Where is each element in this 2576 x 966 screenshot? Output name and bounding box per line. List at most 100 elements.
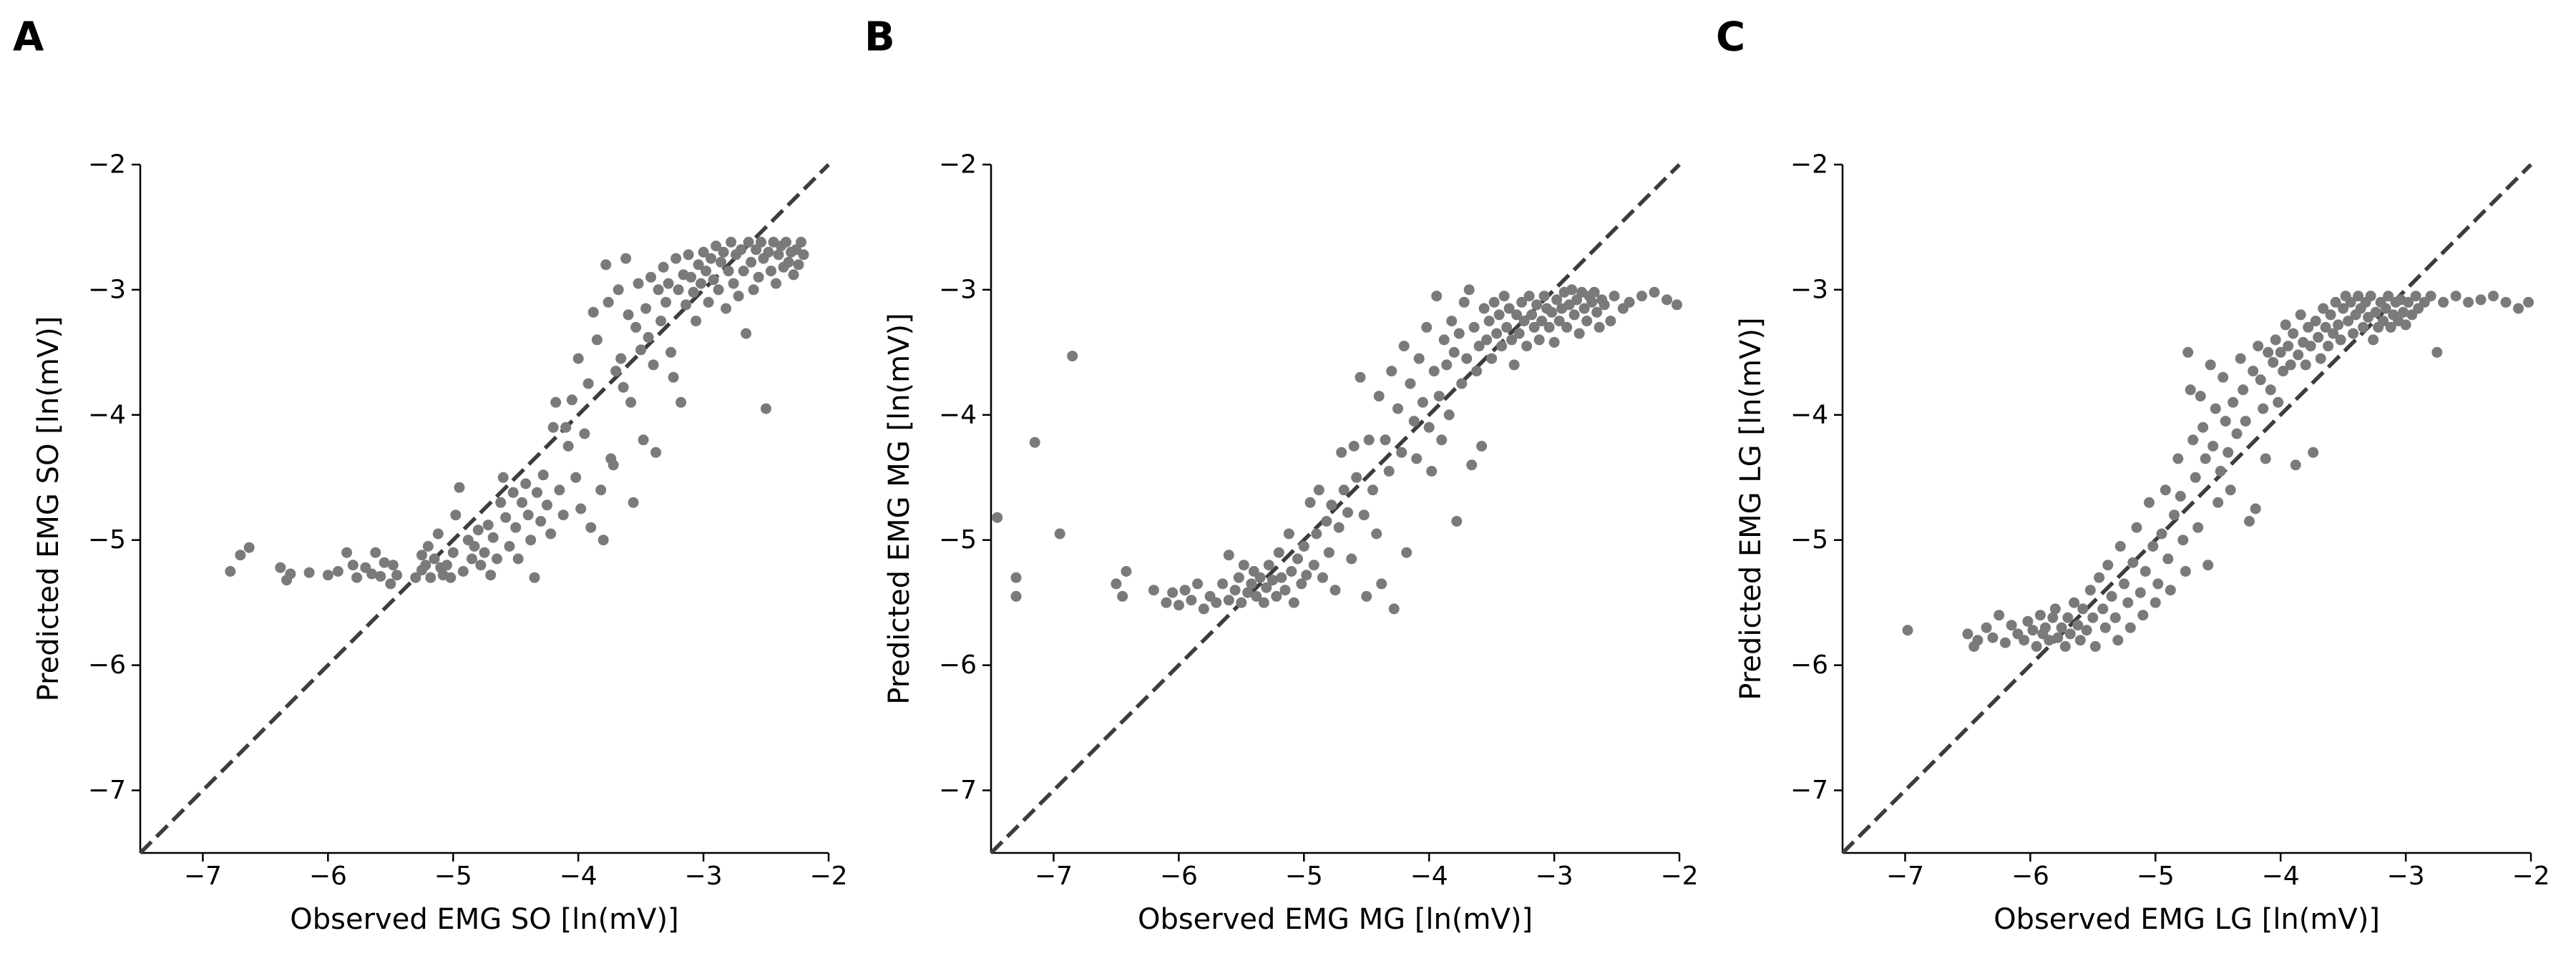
data-point bbox=[512, 553, 524, 565]
data-point bbox=[529, 572, 540, 583]
data-point bbox=[738, 265, 749, 277]
data-point bbox=[2077, 603, 2089, 615]
data-point bbox=[2202, 560, 2214, 571]
data-point bbox=[2488, 291, 2499, 302]
data-point bbox=[1417, 396, 1428, 408]
data-point bbox=[653, 284, 664, 296]
data-point bbox=[2300, 359, 2311, 371]
data-point bbox=[1267, 575, 1278, 586]
data-point bbox=[535, 516, 547, 527]
data-point bbox=[798, 249, 809, 260]
data-point bbox=[504, 541, 515, 552]
data-point bbox=[796, 236, 806, 248]
data-point bbox=[2131, 522, 2142, 533]
panel-letter: C bbox=[1716, 14, 1745, 61]
data-point bbox=[2172, 453, 2184, 464]
x-tick-label: −6 bbox=[309, 862, 347, 891]
data-point bbox=[630, 321, 642, 333]
data-point bbox=[1411, 453, 1423, 464]
data-point bbox=[507, 487, 519, 498]
data-point bbox=[2064, 628, 2076, 640]
data-point bbox=[2398, 306, 2409, 318]
data-point bbox=[1553, 316, 1565, 327]
data-point bbox=[1054, 528, 1065, 540]
data-point bbox=[788, 269, 799, 280]
data-point bbox=[420, 560, 431, 571]
data-point bbox=[522, 509, 534, 521]
data-point bbox=[2343, 316, 2354, 327]
data-point bbox=[517, 497, 527, 508]
x-tick-label: −2 bbox=[2512, 862, 2550, 891]
data-point bbox=[1148, 585, 1159, 596]
y-tick-label: −5 bbox=[939, 525, 977, 555]
data-point bbox=[235, 550, 246, 561]
data-point bbox=[547, 421, 559, 433]
data-point bbox=[585, 522, 597, 533]
y-tick-label: −4 bbox=[1790, 400, 1828, 429]
data-point bbox=[1198, 603, 1209, 615]
data-point bbox=[457, 566, 469, 577]
data-point bbox=[429, 553, 440, 565]
data-point bbox=[711, 240, 722, 252]
data-point bbox=[1263, 560, 1274, 571]
data-point bbox=[683, 249, 694, 260]
x-tick-label: −4 bbox=[560, 862, 597, 891]
data-point bbox=[1636, 291, 1647, 302]
data-point bbox=[1117, 590, 1128, 602]
data-point bbox=[1229, 585, 1241, 596]
data-point bbox=[670, 253, 682, 264]
data-point bbox=[2152, 578, 2164, 590]
data-point bbox=[713, 284, 724, 296]
data-point bbox=[532, 487, 542, 498]
data-point bbox=[225, 566, 236, 577]
data-point bbox=[2293, 349, 2304, 361]
data-point bbox=[1258, 597, 1269, 608]
data-point bbox=[2122, 597, 2134, 608]
data-point bbox=[753, 271, 764, 283]
data-point bbox=[2087, 612, 2099, 623]
data-point bbox=[1292, 553, 1303, 565]
x-tick-label: −6 bbox=[1160, 862, 1198, 891]
x-tick-label: −7 bbox=[1886, 862, 1924, 891]
data-point bbox=[525, 535, 537, 546]
data-point bbox=[645, 271, 657, 283]
data-point bbox=[487, 532, 499, 543]
data-point bbox=[1508, 359, 1520, 371]
data-point bbox=[658, 261, 669, 273]
data-point bbox=[2144, 497, 2155, 508]
data-point bbox=[2244, 516, 2255, 527]
data-point bbox=[2112, 635, 2124, 646]
data-point bbox=[2253, 341, 2264, 352]
data-point bbox=[1380, 434, 1391, 446]
data-point bbox=[1421, 321, 1433, 333]
data-point bbox=[726, 236, 737, 248]
data-point bbox=[600, 259, 612, 270]
data-point bbox=[2097, 603, 2109, 615]
data-point bbox=[1238, 560, 1249, 571]
data-point bbox=[1536, 316, 1548, 327]
y-tick-label: −5 bbox=[88, 525, 126, 555]
data-point bbox=[1962, 628, 1974, 640]
data-point bbox=[1321, 516, 1332, 527]
data-point bbox=[366, 568, 378, 580]
data-point bbox=[736, 244, 747, 255]
data-point bbox=[2320, 321, 2331, 333]
data-point bbox=[2255, 374, 2266, 386]
data-point bbox=[2315, 353, 2326, 364]
data-point bbox=[733, 291, 744, 302]
data-point bbox=[2260, 453, 2271, 464]
data-point bbox=[1496, 341, 1508, 352]
data-point bbox=[2212, 497, 2224, 508]
data-point bbox=[495, 497, 507, 508]
data-point bbox=[696, 278, 707, 289]
data-point bbox=[2475, 294, 2487, 306]
data-point bbox=[2180, 566, 2191, 577]
data-point bbox=[2308, 447, 2319, 458]
data-point bbox=[562, 441, 574, 452]
data-point bbox=[2380, 303, 2391, 314]
data-point bbox=[1423, 421, 1435, 433]
data-point bbox=[1167, 587, 1179, 598]
data-point bbox=[1173, 600, 1184, 611]
data-point bbox=[2182, 346, 2194, 358]
data-point bbox=[1298, 541, 1309, 552]
